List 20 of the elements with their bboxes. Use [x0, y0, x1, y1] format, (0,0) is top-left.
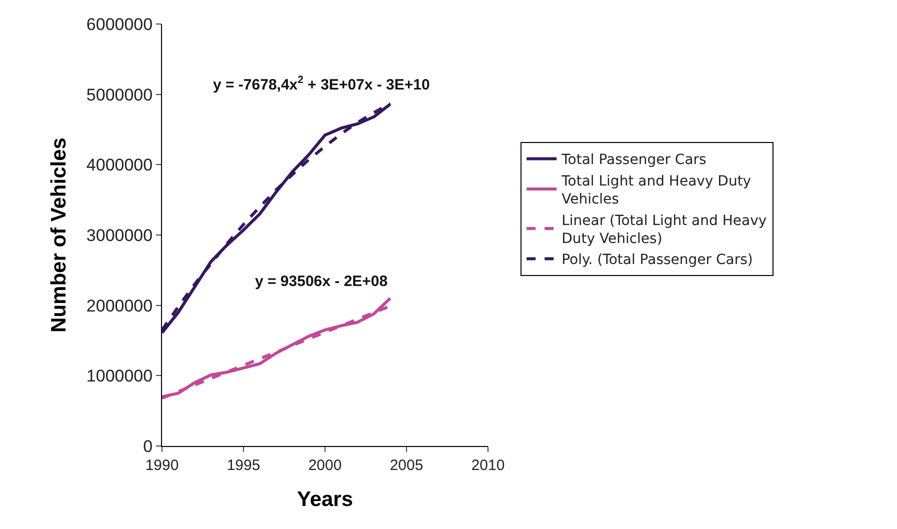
x-tick-label: 2010 [471, 457, 505, 474]
y-tick-label: 6000000 [86, 14, 153, 34]
annotation: y = -7678,4x$^{2}$ + 3E+07x - 3E+10 [213, 74, 430, 94]
y-tick-label: 4000000 [86, 156, 153, 175]
x-tick-label: 2000 [308, 457, 342, 474]
annotation: y = 93506x - 2E+08 [255, 273, 388, 290]
x-tick-label: 1995 [226, 457, 260, 474]
x-axis-title: Years [296, 488, 354, 512]
y-tick-label: 0 [143, 436, 153, 456]
y-tick-label: 5000000 [86, 85, 153, 104]
legend-label: Total Passenger Cars [560, 152, 706, 168]
y-tick-label: 3000000 [86, 226, 153, 245]
x-tick-label: 2005 [390, 457, 424, 474]
legend-label: Linear (Total Light and Heavy Duty Vehicles) [562, 212, 767, 248]
y-axis-title: Number of Vehicles [48, 138, 71, 332]
y-tick-label: 2000000 [86, 296, 153, 316]
legend-label: Total Light and Heavy Duty Vehicles [560, 173, 752, 208]
y-tick-label: 1000000 [86, 366, 153, 386]
legend-label: Poly. (Total Passenger Cars) [562, 252, 753, 268]
x-tick-label: 1990 [145, 457, 179, 474]
